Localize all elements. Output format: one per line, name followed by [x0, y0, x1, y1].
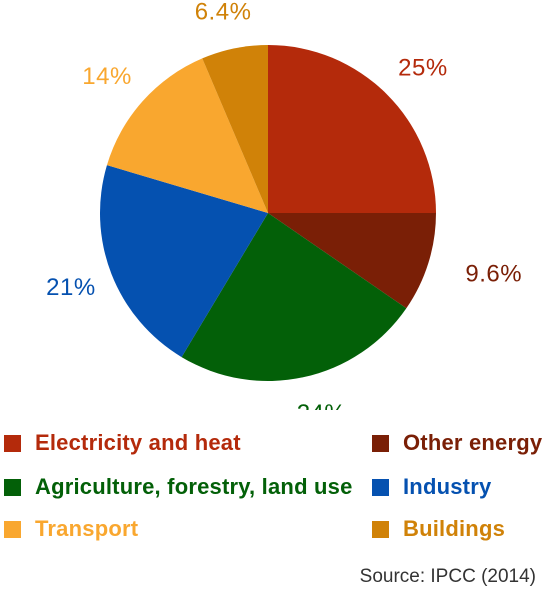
pie-slice-other-energy: [268, 213, 436, 309]
pie-slice-electricity-and-heat: [268, 45, 436, 213]
legend-label-transport: Transport: [35, 516, 139, 541]
legend-swatch-electricity-and-heat: [4, 434, 21, 452]
pie-value-label-electricity-and-heat: 25%: [398, 55, 448, 82]
legend: Electricity and heat Other energy Agricu…: [0, 428, 548, 548]
pie-value-label-buildings: 6.4%: [195, 0, 252, 26]
legend-swatch-other-energy: [372, 434, 389, 452]
pie-slice-industry: [100, 165, 268, 358]
pie-value-label-agriculture-forestry-land-use: 24%: [297, 400, 347, 410]
legend-label-agriculture-forestry-land-use: Agriculture, forestry, land use: [35, 474, 353, 499]
legend-label-industry: Industry: [403, 474, 492, 499]
legend-item-transport: Transport: [4, 514, 138, 544]
legend-item-other-energy: Other energy: [372, 428, 542, 458]
pie-chart: 25% 9.6% 24% 21% 14% 6.4%: [46, 0, 522, 410]
pie-slice-agriculture-forestry-land-use: [181, 213, 407, 382]
pie-chart-area: 25% 9.6% 24% 21% 14% 6.4%: [46, 0, 522, 410]
pie-value-label-transport: 14%: [82, 63, 132, 90]
legend-swatch-agriculture-forestry-land-use: [4, 478, 21, 496]
pie-slice-buildings: [202, 45, 268, 213]
legend-item-electricity-and-heat: Electricity and heat: [4, 428, 241, 458]
legend-swatch-buildings: [372, 520, 389, 538]
legend-swatch-industry: [372, 478, 389, 496]
legend-item-agriculture-forestry-land-use: Agriculture, forestry, land use: [4, 472, 353, 502]
legend-item-industry: Industry: [372, 472, 491, 502]
legend-item-buildings: Buildings: [372, 514, 505, 544]
legend-label-buildings: Buildings: [403, 516, 506, 541]
pie-slice-transport: [106, 58, 268, 214]
pie-value-label-industry: 21%: [46, 274, 96, 301]
source-note: Source: IPCC (2014): [359, 566, 536, 587]
legend-label-electricity-and-heat: Electricity and heat: [35, 430, 241, 455]
legend-label-other-energy: Other energy: [403, 430, 543, 455]
pie-value-label-other-energy: 9.6%: [465, 260, 522, 287]
legend-swatch-transport: [4, 520, 21, 538]
